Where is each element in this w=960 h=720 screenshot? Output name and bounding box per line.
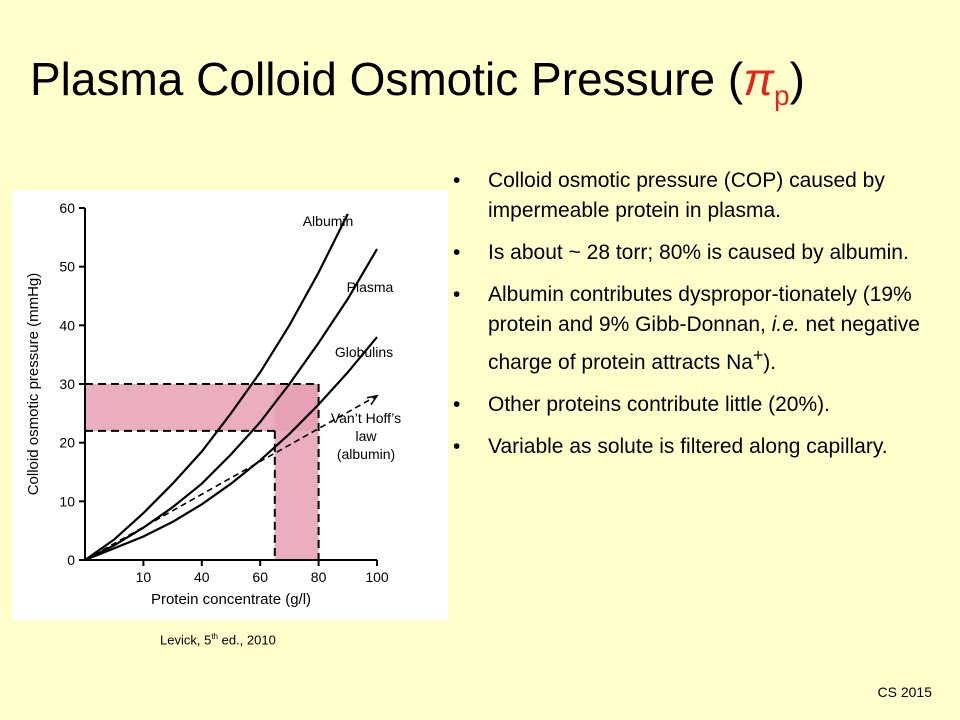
y-tick-label: 10: [59, 493, 75, 509]
series-line-1: [84, 248, 378, 561]
title-main: Plasma Colloid Osmotic Pressure (: [30, 53, 744, 105]
series-label-2: Globulins: [335, 344, 393, 360]
y-tick-label: 40: [59, 317, 75, 333]
bullet-text: Other proteins contribute little (20%).: [488, 393, 830, 416]
bullet-item: Variable as solute is filtered along cap…: [450, 432, 940, 462]
series-label-line: Albumin: [303, 213, 354, 229]
series-line-2: [84, 336, 378, 562]
bullet-item: Is about ~ 28 torr; 80% is caused by alb…: [450, 238, 940, 268]
series-label-1: Plasma: [347, 279, 394, 295]
bullet-item: Other proteins contribute little (20%).: [450, 390, 940, 420]
caption-pre: Levick, 5: [160, 632, 212, 648]
x-tick-label: 10: [136, 569, 152, 585]
bullet-text-pre: Albumin contributes dyspropor-tionately …: [488, 283, 912, 336]
title-subscript: p: [774, 80, 790, 111]
bullet-item: Colloid osmotic pressure (COP) caused by…: [450, 166, 940, 226]
figure-caption: Levick, 5th ed., 2010: [160, 632, 276, 647]
series-label-line: Van’t Hoff’s: [331, 410, 401, 426]
footer-label: CS 2015: [877, 684, 932, 700]
caption-sup: th: [211, 632, 218, 641]
title-symbol: π: [743, 53, 775, 105]
bullet-text-end: ).: [763, 351, 777, 374]
slide-title: Plasma Colloid Osmotic Pressure (πp): [30, 52, 950, 123]
series-label-line: Globulins: [335, 344, 393, 360]
x-tick-label: 40: [194, 569, 210, 585]
bullet-text: Colloid osmotic pressure (COP) caused by…: [488, 169, 885, 222]
series-label-3: Van’t Hoff’s law (albumin): [331, 410, 401, 462]
bullet-text-sup: +: [752, 345, 764, 365]
bullet-text: Variable as solute is filtered along cap…: [488, 435, 888, 458]
osmotic-pressure-chart: 0 10 20 30 40 50 60 10 40 60 80 100 Protein concentr…: [25, 200, 401, 608]
series-line-3: [84, 395, 378, 561]
x-tick-label: 60: [252, 569, 268, 585]
bullet-list: Colloid osmotic pressure (COP) caused by…: [450, 166, 940, 474]
series-label-line: (albumin): [337, 446, 395, 462]
vant-hoff-arrowhead: [366, 394, 379, 406]
series-label-line: Plasma: [347, 279, 394, 295]
y-tick-label: 50: [59, 259, 75, 275]
y-axis-label: Colloid osmotic pressure (mmHg): [25, 273, 42, 496]
y-tick-label: 0: [67, 552, 75, 568]
title-close: ): [789, 53, 805, 105]
bullet-text-italic: i.e.: [771, 313, 800, 336]
bullet-text-post: net negative charge of protein attracts …: [488, 313, 920, 374]
y-tick-label: 20: [59, 435, 75, 451]
caption-post: ed., 2010: [217, 632, 276, 648]
x-axis-label: Protein concentrate (g/l): [151, 591, 311, 608]
y-tick-label: 60: [59, 200, 75, 216]
series-label-0: Albumin: [303, 213, 354, 229]
bullet-text: Is about ~ 28 torr; 80% is caused by alb…: [488, 241, 909, 264]
series-line-0: [84, 213, 349, 561]
bullet-item: Albumin contributes dyspropor-tionately …: [450, 280, 940, 378]
x-tick-label: 100: [365, 569, 389, 585]
chart-figure: 0 10 20 30 40 50 60 10 40 60 80 100 Protein concentr…: [12, 190, 448, 620]
series-label-line: law: [355, 428, 377, 444]
x-tick-label: 80: [311, 569, 327, 585]
y-tick-label: 30: [59, 376, 75, 392]
